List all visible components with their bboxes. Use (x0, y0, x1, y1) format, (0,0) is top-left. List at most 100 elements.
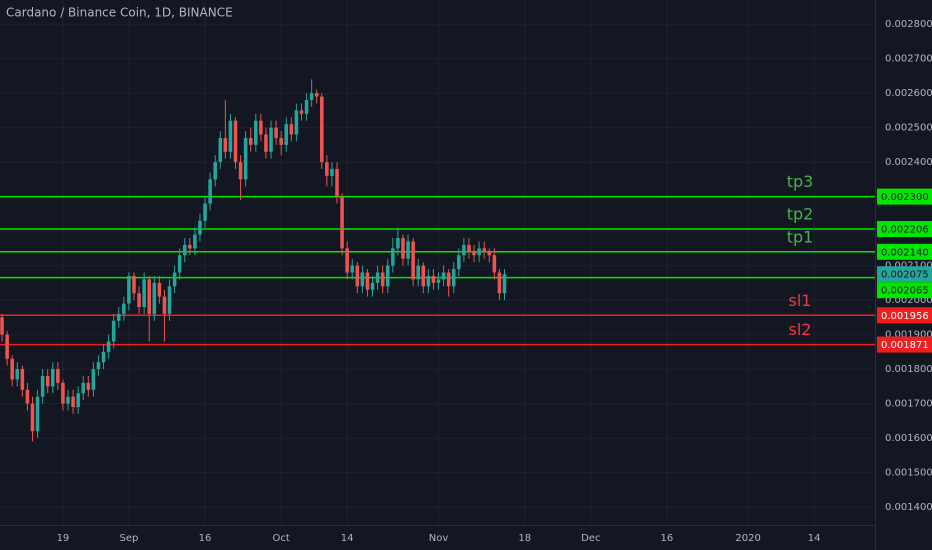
x-tick-label: 14 (341, 533, 354, 544)
price-label-box (877, 243, 932, 260)
candle-body (482, 248, 486, 252)
candle-body (487, 251, 492, 256)
y-tick-label: 0.001600 (885, 433, 932, 444)
candle-body (188, 244, 192, 249)
candle-body (213, 162, 217, 180)
candle-body (264, 134, 268, 152)
candle-body (477, 248, 481, 256)
candle-body (61, 382, 65, 404)
candle-body (228, 120, 233, 152)
candle-body (223, 137, 228, 152)
candle-body (309, 93, 314, 101)
y-tick-label: 0.001500 (885, 468, 932, 479)
price-label-box (877, 282, 932, 299)
candle-body (15, 369, 20, 380)
price-label-box (877, 336, 932, 353)
candle-body (137, 293, 141, 307)
candle-body (502, 274, 507, 294)
x-tick-label: Dec (581, 533, 600, 544)
candle-body (45, 375, 50, 387)
candle-body (462, 244, 466, 256)
price-label: 0.002140 (881, 247, 929, 258)
x-tick-label: 14 (808, 533, 821, 544)
candle-body (142, 279, 146, 307)
candle-body (167, 286, 172, 314)
candle-body (182, 244, 187, 256)
candle-body (497, 272, 502, 294)
candle-body (457, 255, 461, 270)
y-tick-label: 0.002000 (885, 295, 932, 306)
candle-body (360, 272, 365, 287)
candle-body (111, 320, 116, 342)
price-label-box (877, 188, 932, 205)
candle-body (127, 275, 131, 304)
candle-body (274, 127, 278, 138)
candle-body (162, 296, 167, 314)
candle-body (284, 124, 289, 145)
x-tick-label: 19 (57, 533, 70, 544)
candle-body (492, 255, 497, 273)
candle-body (198, 220, 202, 235)
candle-body (320, 96, 324, 163)
candle-body (385, 265, 390, 287)
candle-body (350, 265, 355, 273)
candle-body (76, 393, 80, 408)
x-tick-label: 16 (661, 533, 674, 544)
candle-body (467, 244, 471, 252)
y-tick-label: 0.001800 (885, 364, 932, 375)
candle-body (132, 275, 136, 294)
candle-body (0, 317, 4, 335)
y-tick-label: 0.002700 (885, 54, 932, 65)
price-label: 0.002206 (881, 225, 929, 236)
price-label: 0.002065 (881, 286, 929, 297)
candle-body (451, 269, 456, 287)
price-label: 0.001956 (881, 311, 929, 322)
level-name: tp1 (787, 227, 814, 246)
y-tick-label: 0.001400 (885, 502, 932, 513)
candle-body (233, 120, 238, 163)
candle-body (71, 396, 75, 408)
candle-body (370, 282, 375, 290)
candle-body (421, 265, 426, 287)
x-tick-label: Sep (119, 533, 138, 544)
candle-body (116, 313, 121, 321)
candle-body (472, 251, 476, 256)
candle-body (122, 303, 126, 314)
candle-body (396, 238, 400, 249)
y-tick-label: 0.002400 (885, 157, 932, 168)
candle-body (20, 369, 25, 390)
candle-body (426, 275, 431, 287)
candle-body (406, 241, 410, 259)
candle-body (177, 255, 182, 273)
level-name: sl1 (789, 291, 812, 310)
candle-body (238, 162, 243, 180)
price-label-box (877, 221, 932, 238)
x-tick-label: 16 (199, 533, 212, 544)
price-label: 0.002075 (881, 270, 929, 281)
x-tick-label: Nov (429, 533, 449, 544)
candle-body (436, 279, 441, 283)
candle-body (218, 137, 223, 163)
candle-body (248, 137, 253, 145)
candle-body (401, 238, 405, 259)
candle-body (416, 265, 420, 280)
candle-body (91, 369, 96, 390)
candle-body (25, 389, 30, 404)
candle-body (299, 110, 304, 114)
candle-body (441, 272, 446, 280)
candle-body (30, 403, 35, 432)
candle-body (446, 272, 451, 287)
candle-body (172, 272, 177, 287)
y-tick-label: 0.002800 (885, 19, 932, 30)
candle-body (314, 93, 319, 97)
price-label-box (877, 266, 932, 283)
grid (0, 0, 875, 525)
candle-body (86, 382, 91, 390)
candle-body (5, 334, 9, 359)
candle-body (330, 169, 334, 176)
candle-body (391, 248, 395, 266)
candle-body (345, 248, 349, 273)
y-tick-label: 0.002100 (885, 261, 932, 272)
price-label: 0.002300 (881, 192, 929, 203)
